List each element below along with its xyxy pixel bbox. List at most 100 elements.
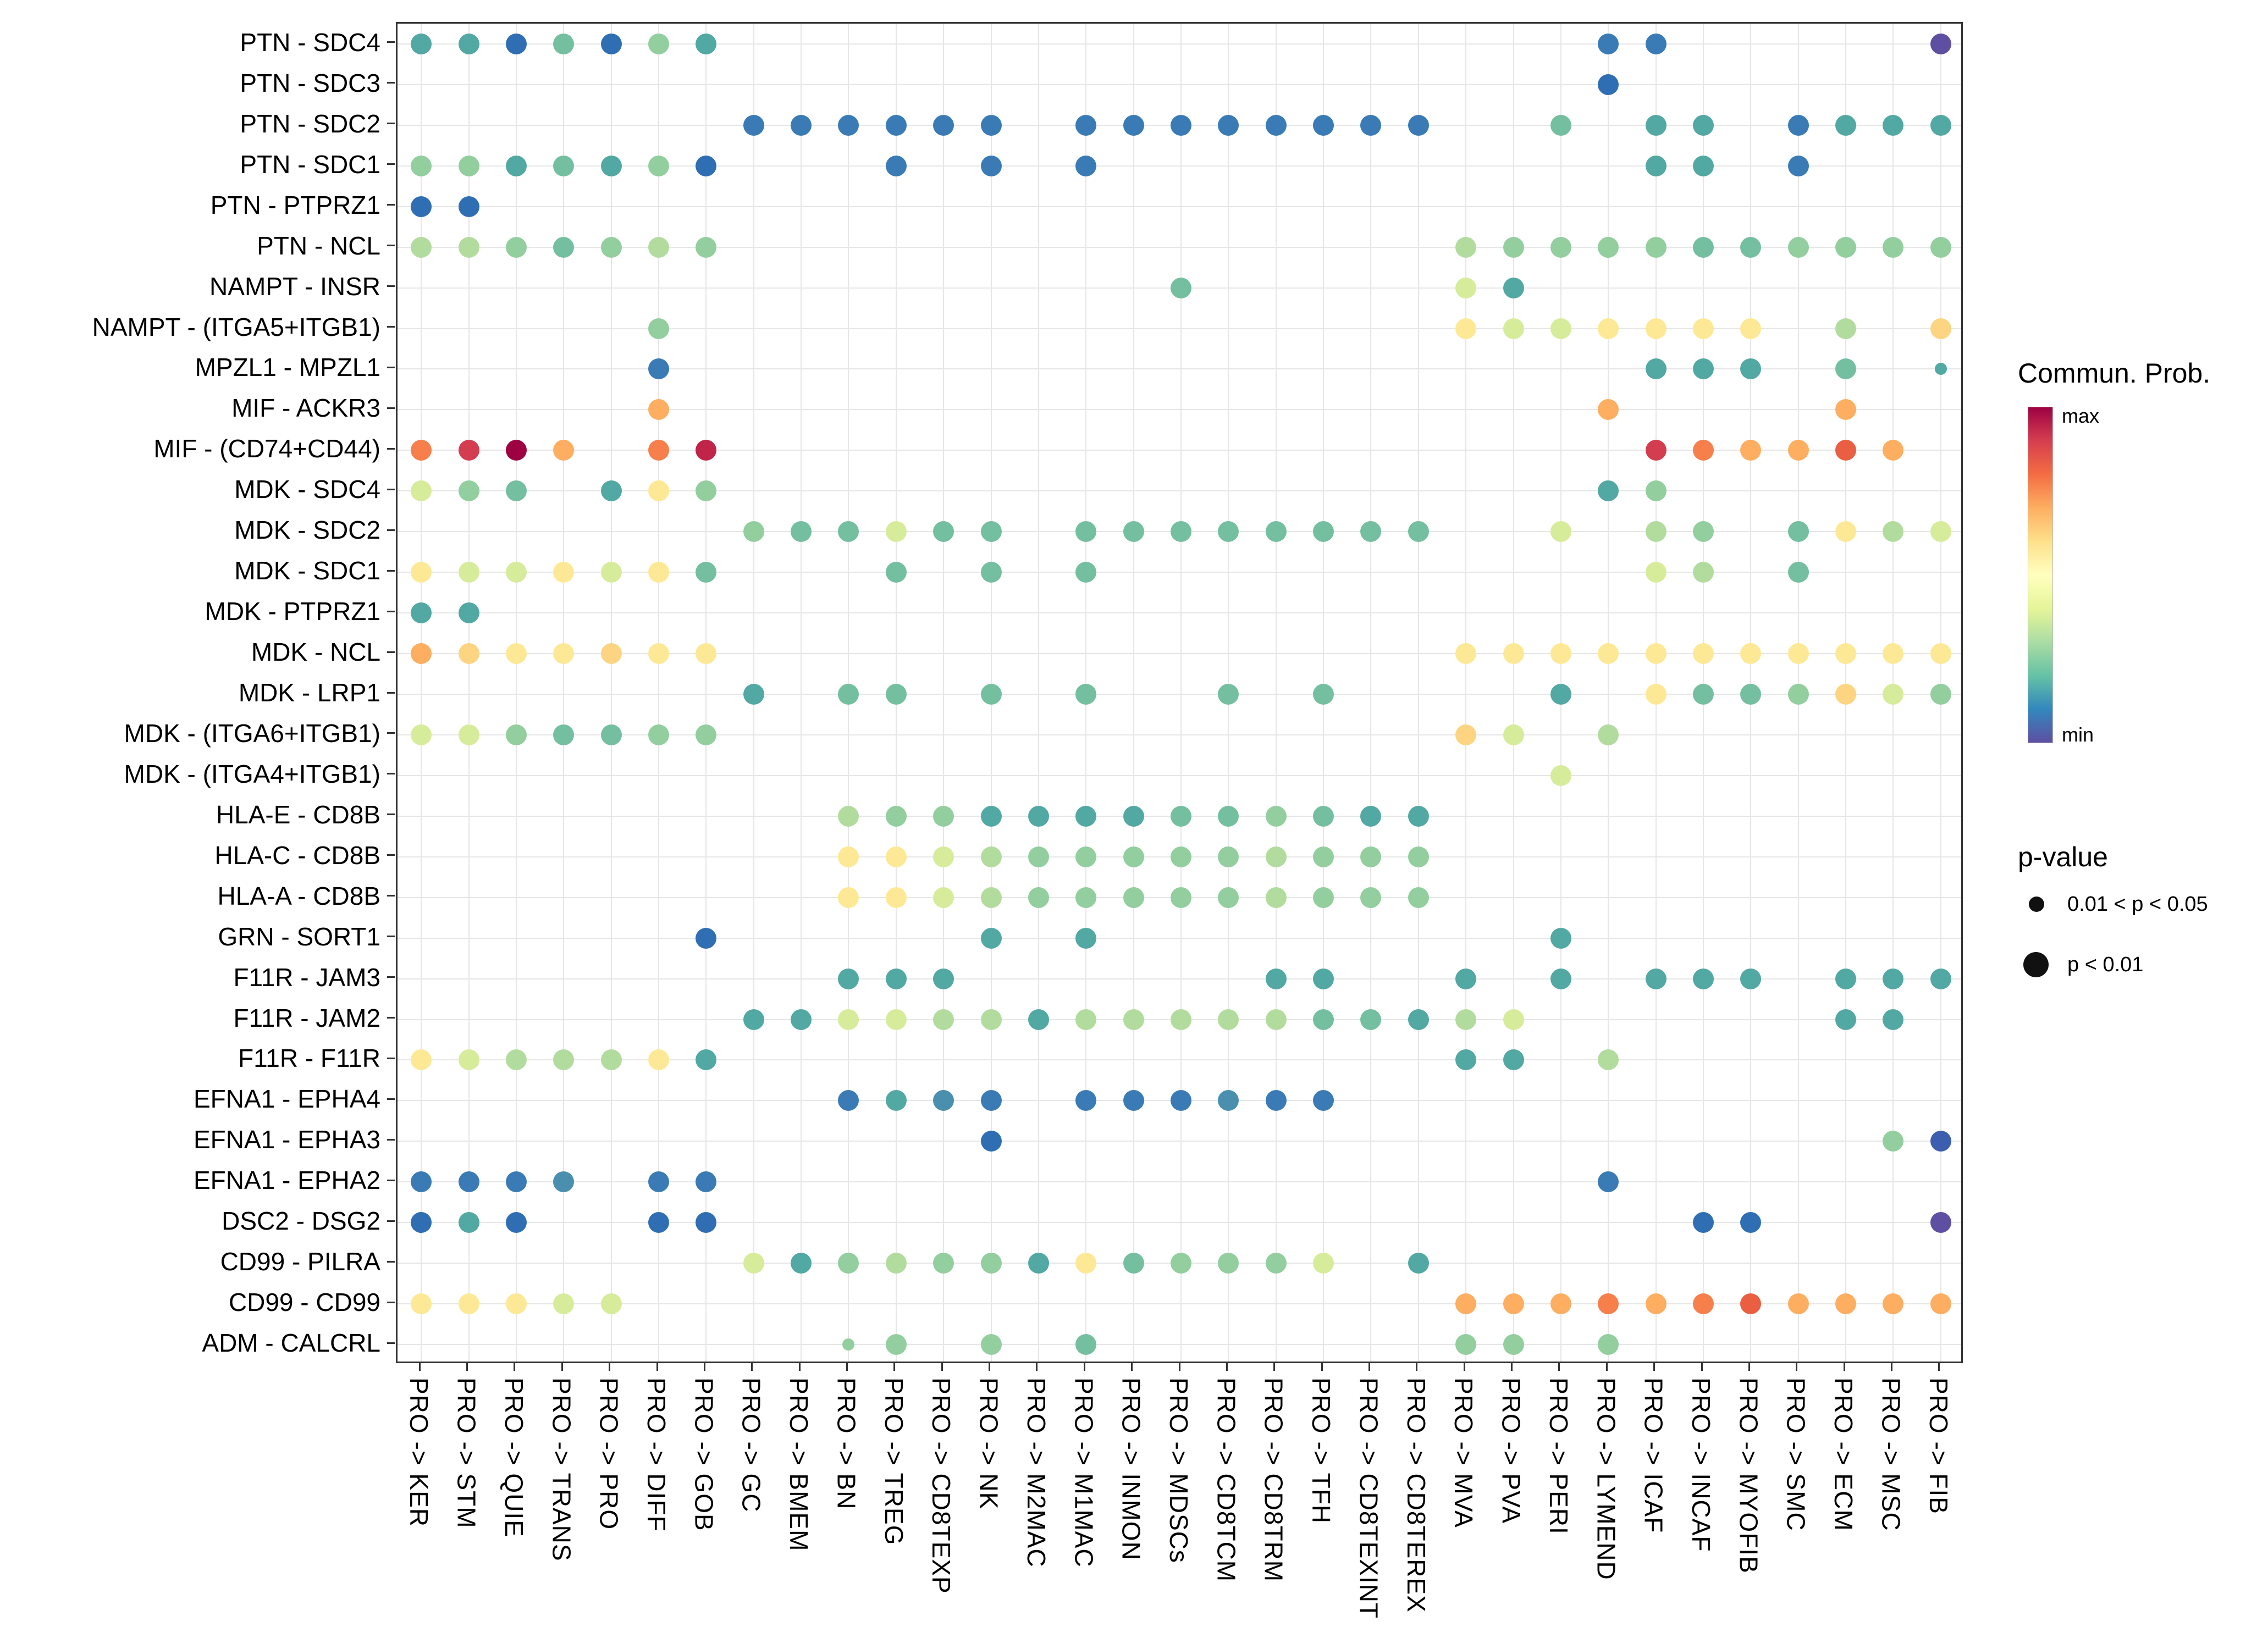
data-dot (980, 1090, 1002, 1111)
data-dot (648, 318, 669, 339)
data-dot (1028, 887, 1049, 908)
y-axis-tick (387, 529, 395, 531)
data-dot (1313, 1009, 1334, 1030)
data-dot (1408, 114, 1429, 136)
data-dot (885, 968, 907, 989)
grid-line-horizontal (398, 246, 1961, 248)
data-dot (600, 480, 622, 502)
data-dot (1930, 236, 1951, 258)
grid-line-vertical (943, 24, 945, 1362)
data-dot (1455, 1049, 1477, 1071)
data-dot (1835, 643, 1857, 665)
data-dot (1455, 1009, 1477, 1030)
data-dot (1075, 1009, 1097, 1030)
x-axis-label: PRO -> ICAF (1639, 1377, 1668, 1534)
data-dot (980, 562, 1002, 583)
data-dot (1408, 1253, 1429, 1274)
data-dot (885, 1253, 907, 1274)
data-dot (838, 805, 859, 827)
data-dot (411, 643, 432, 665)
data-dot (1503, 1049, 1524, 1071)
y-axis-label: MPZL1 - MPZL1 (195, 353, 380, 382)
data-dot (411, 236, 432, 258)
y-axis-tick (387, 326, 395, 328)
data-dot (1313, 1090, 1334, 1111)
data-dot (648, 480, 669, 502)
data-dot (1455, 236, 1477, 258)
data-dot (1598, 236, 1619, 258)
data-dot (458, 480, 479, 502)
data-dot (505, 236, 527, 258)
data-dot (980, 887, 1002, 908)
grid-line-vertical (1417, 24, 1419, 1362)
grid-line-horizontal (398, 734, 1961, 735)
x-axis-tick (893, 1363, 896, 1371)
data-dot (1693, 440, 1714, 461)
data-dot (505, 155, 527, 176)
x-axis-label: PRO -> INCAF (1687, 1377, 1715, 1552)
data-dot (1455, 1293, 1477, 1315)
data-dot (1503, 277, 1524, 298)
x-axis-tick (1368, 1363, 1370, 1371)
x-axis-label: PRO -> KER (405, 1377, 434, 1528)
data-dot (1503, 236, 1524, 258)
x-axis-label: PRO -> TREG (879, 1377, 908, 1546)
pvalue-large-dot-icon (2023, 952, 2049, 977)
grid-line-horizontal (398, 450, 1961, 451)
data-dot (1645, 521, 1666, 543)
data-dot (505, 1293, 527, 1315)
data-dot (980, 1334, 1002, 1355)
data-dot (553, 643, 575, 665)
grid-line-horizontal (398, 653, 1961, 655)
y-axis-label: MDK - SDC2 (234, 516, 380, 545)
grid-line-horizontal (398, 1303, 1961, 1305)
data-dot (838, 1009, 859, 1030)
colorbar-title: Commun. Prob. (2018, 358, 2211, 389)
data-dot (553, 1293, 575, 1315)
x-axis-label: PRO -> NK (974, 1377, 1003, 1510)
y-axis-tick (387, 1179, 395, 1181)
grid-line-vertical (801, 24, 802, 1362)
data-dot (1693, 521, 1714, 543)
data-dot (1455, 724, 1477, 745)
data-dot (1598, 1171, 1619, 1193)
data-dot (553, 155, 575, 176)
data-dot (1408, 521, 1429, 543)
grid-line-vertical (1513, 24, 1514, 1362)
data-dot (1218, 114, 1239, 136)
data-dot (1645, 33, 1666, 54)
data-dot (1645, 236, 1666, 258)
y-axis-label: GRN - SORT1 (218, 922, 380, 951)
data-dot (458, 196, 479, 217)
data-dot (1360, 521, 1382, 543)
data-dot (885, 562, 907, 583)
y-axis-label: PTN - SDC4 (240, 27, 380, 57)
data-dot (1550, 684, 1571, 705)
x-axis-tick (1748, 1363, 1750, 1371)
data-dot (1930, 1131, 1951, 1152)
y-axis-tick (387, 245, 395, 247)
data-dot (885, 1090, 907, 1111)
data-dot (1835, 684, 1857, 705)
data-dot (1265, 805, 1287, 827)
data-dot (458, 724, 479, 745)
x-axis-tick (1843, 1363, 1845, 1371)
data-dot (1360, 1009, 1382, 1030)
data-dot (933, 846, 954, 867)
data-dot (1883, 1293, 1904, 1315)
data-dot (1598, 399, 1619, 420)
data-dot (743, 521, 764, 543)
data-dot (1693, 236, 1714, 258)
data-dot (1930, 1293, 1951, 1315)
data-dot (791, 1009, 812, 1030)
data-dot (648, 236, 669, 258)
y-axis-tick (387, 41, 395, 43)
x-axis-label: PRO -> INMON (1117, 1377, 1146, 1561)
data-dot (1550, 114, 1571, 136)
data-dot (1075, 1334, 1097, 1355)
x-axis-label: PRO -> MSC (1877, 1377, 1906, 1531)
x-axis-label: PRO -> GC (737, 1377, 766, 1513)
data-dot (1645, 480, 1666, 502)
data-dot (1835, 399, 1857, 420)
data-dot (696, 927, 717, 949)
